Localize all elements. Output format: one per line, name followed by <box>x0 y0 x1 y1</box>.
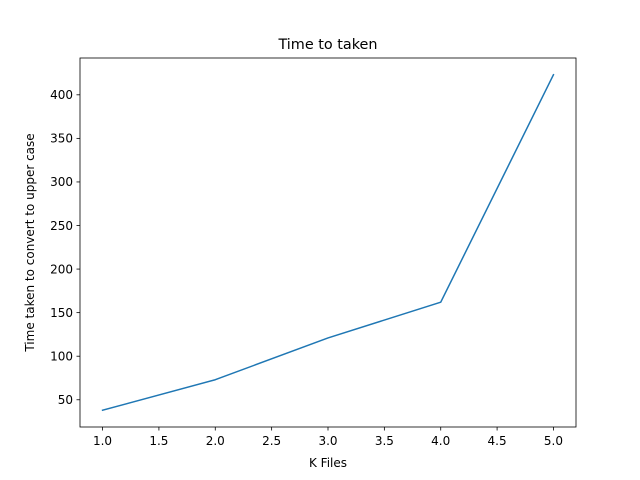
plot-area: 1.0 1.5 2.0 2.5 3.0 3.5 4.0 4.5 5.0 50 100 150 200 2… <box>50 57 577 448</box>
series-line <box>101 73 555 412</box>
x-tick-label: 1.5 <box>149 434 168 448</box>
y-axis-ticks: 50 100 150 200 250 300 350 400 <box>50 88 80 407</box>
y-axis-label: Time taken to convert to upper case <box>23 133 37 352</box>
x-tick-label: 5.0 <box>544 434 563 448</box>
x-tick-label: 3.5 <box>375 434 394 448</box>
y-tick-label: 50 <box>58 393 73 407</box>
x-axis-label: K Files <box>309 456 347 470</box>
x-tick-label: 4.5 <box>488 434 507 448</box>
x-tick-label: 1.0 <box>93 434 112 448</box>
y-tick-label: 100 <box>50 350 73 364</box>
x-tick-label: 3.0 <box>318 434 337 448</box>
plot-frame <box>79 57 577 428</box>
x-tick-label: 2.0 <box>206 434 225 448</box>
series-layer <box>101 73 555 412</box>
y-tick-label: 300 <box>50 175 73 189</box>
x-axis-ticks: 1.0 1.5 2.0 2.5 3.0 3.5 4.0 4.5 5.0 <box>93 427 563 448</box>
y-tick-label: 400 <box>50 88 73 102</box>
y-tick-label: 200 <box>50 262 73 276</box>
chart-title: Time to taken <box>277 37 377 53</box>
x-tick-label: 2.5 <box>262 434 281 448</box>
y-tick-label: 250 <box>50 219 73 233</box>
x-tick-label: 4.0 <box>431 434 450 448</box>
y-tick-label: 350 <box>50 132 73 146</box>
y-tick-label: 150 <box>50 306 73 320</box>
